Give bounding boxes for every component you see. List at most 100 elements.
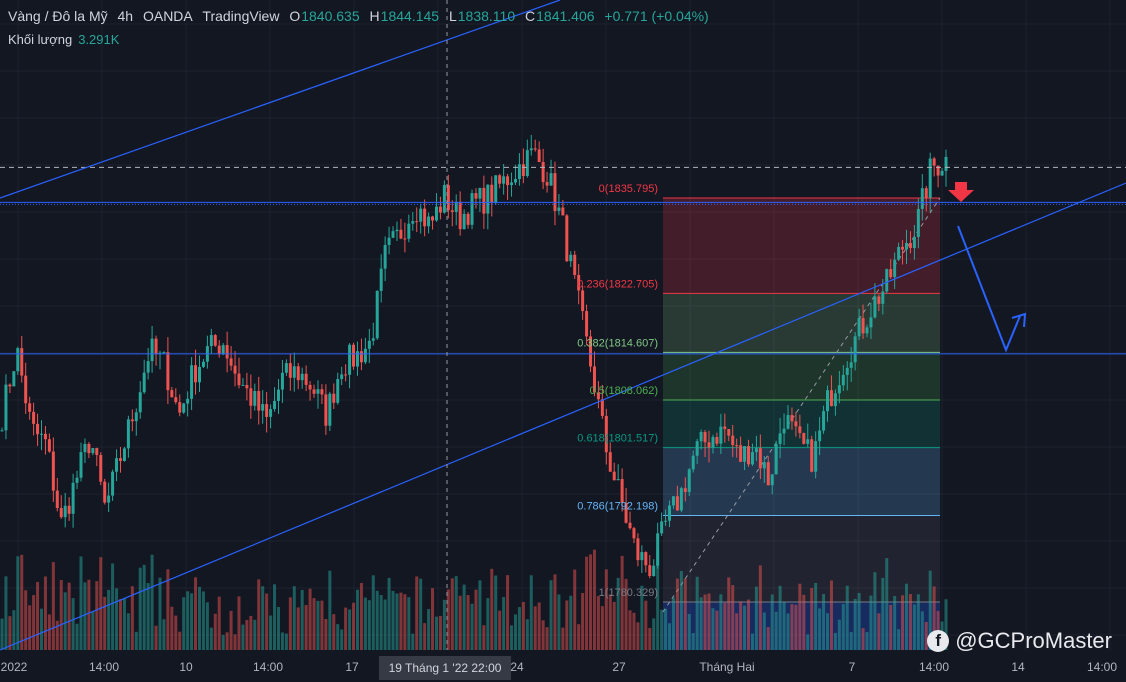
candle-body xyxy=(857,318,861,337)
candle-body xyxy=(138,392,142,413)
volume-bar xyxy=(498,610,502,650)
volume-bar xyxy=(510,625,514,650)
candle-body xyxy=(920,188,924,209)
candle-body xyxy=(462,213,466,230)
candle-body xyxy=(150,338,154,362)
volume-bar xyxy=(577,624,581,650)
symbol-name[interactable]: Vàng / Đô la Mỹ xyxy=(8,8,108,24)
time-tick: 2022 xyxy=(1,660,28,674)
candle-body xyxy=(521,164,525,177)
candle-body xyxy=(99,455,103,482)
candle-body xyxy=(170,390,174,398)
time-tick: 14:00 xyxy=(89,660,119,674)
candle-body xyxy=(363,348,367,363)
volume-bar xyxy=(24,590,28,650)
volume-bar xyxy=(881,577,885,650)
candle-body xyxy=(616,479,620,481)
volume-bar xyxy=(912,604,916,650)
volume-bar xyxy=(16,556,20,650)
volume-bar xyxy=(928,570,932,650)
volume-bar xyxy=(427,609,431,650)
candle-body xyxy=(656,533,660,566)
volume-bar xyxy=(245,620,249,650)
candle-body xyxy=(604,415,608,453)
candle-body xyxy=(237,373,241,386)
volume-bar xyxy=(249,615,253,650)
volume-bar xyxy=(87,579,91,650)
volume-bar xyxy=(395,593,399,650)
candle-body xyxy=(217,345,221,355)
volume-bar xyxy=(762,612,766,650)
volume-bar xyxy=(541,620,545,650)
candle-body xyxy=(506,176,510,186)
volume-bar xyxy=(450,578,454,650)
fibonacci-retracement[interactable] xyxy=(662,197,941,650)
volume-bar xyxy=(719,594,723,650)
volume-bar xyxy=(12,610,16,650)
volume-bar xyxy=(99,557,103,650)
candle-body xyxy=(786,415,790,429)
candle-body xyxy=(758,448,762,469)
candle-body xyxy=(194,365,198,383)
candle-body xyxy=(47,439,51,452)
candle-body xyxy=(731,435,735,446)
candle-body xyxy=(885,269,889,292)
candle-body xyxy=(182,403,186,413)
candle-body xyxy=(348,344,352,375)
candle-body xyxy=(901,246,905,250)
candle-body xyxy=(924,188,928,198)
candle-body xyxy=(83,443,87,453)
candle-body xyxy=(687,469,691,493)
candle-body xyxy=(359,351,363,363)
candle-body xyxy=(600,399,604,416)
candle-body xyxy=(589,336,593,367)
volume-label[interactable]: Khối lượng xyxy=(8,32,73,47)
candle-body xyxy=(174,397,178,403)
volume-bar xyxy=(190,593,194,650)
candle-body xyxy=(541,162,545,183)
volume-bar xyxy=(569,595,573,650)
volume-bar xyxy=(466,595,470,650)
interval[interactable]: 4h xyxy=(117,8,134,24)
candle-body xyxy=(774,443,778,475)
volume-bar xyxy=(750,633,754,650)
candle-body xyxy=(276,389,280,401)
candle-body xyxy=(91,448,95,454)
drawn-lines[interactable] xyxy=(0,0,1126,651)
volume-bar xyxy=(893,596,897,650)
volume-bar xyxy=(794,604,798,650)
candle-body xyxy=(209,335,213,347)
platform: TradingView xyxy=(202,8,280,24)
volume-bar xyxy=(103,596,107,650)
candle-body xyxy=(545,182,549,186)
candle-body xyxy=(415,221,419,223)
candle-body xyxy=(24,375,28,404)
candle-body xyxy=(893,259,897,278)
volume-bar xyxy=(731,585,735,650)
candle-body xyxy=(691,455,695,470)
volume-bar xyxy=(438,615,442,650)
candle-body xyxy=(213,335,217,346)
volume-bar xyxy=(261,586,265,650)
time-axis-bg xyxy=(0,652,1126,682)
annotations[interactable] xyxy=(948,182,1027,353)
candle-body xyxy=(344,374,348,376)
volume-bar xyxy=(197,586,201,650)
volume-bar xyxy=(253,619,257,650)
candle-body xyxy=(273,400,277,410)
watermark: f @GCProMaster xyxy=(927,628,1112,654)
candle-body xyxy=(470,193,474,225)
volume-bar xyxy=(39,608,43,650)
candle-body xyxy=(411,221,415,224)
volume-bar xyxy=(620,555,624,650)
candle-body xyxy=(928,158,932,198)
projection-path xyxy=(957,225,1021,353)
candle-body xyxy=(71,482,75,514)
down-arrow-icon xyxy=(948,182,974,202)
candle-body xyxy=(292,366,296,378)
volume-bar xyxy=(897,629,901,650)
candle-body xyxy=(296,366,300,381)
volume-bar xyxy=(628,610,632,650)
candle-body xyxy=(707,442,711,448)
